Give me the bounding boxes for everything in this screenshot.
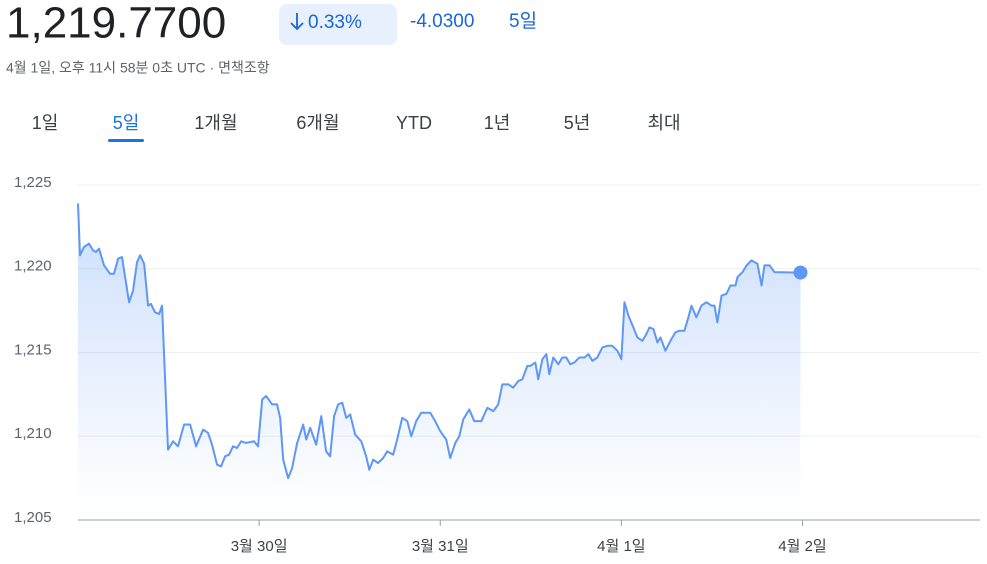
x-tick-label: 4월 1일 bbox=[597, 538, 645, 555]
range-tab[interactable]: 5일 bbox=[113, 113, 140, 133]
change-absolute: -4.0300 bbox=[410, 11, 474, 32]
y-tick-label: 1,225 bbox=[14, 174, 52, 191]
change-period: 5일 bbox=[509, 10, 537, 32]
down-arrow bbox=[290, 13, 304, 31]
x-tick-label: 4월 2일 bbox=[778, 538, 826, 555]
price-line bbox=[77, 203, 801, 480]
y-tick-label: 1,210 bbox=[14, 425, 52, 442]
range-tabs: 1일 5일 1개월 6개월 YTD 1년 5년 최대 bbox=[32, 113, 681, 142]
change-pill bbox=[279, 4, 397, 45]
range-tab[interactable]: YTD bbox=[396, 113, 432, 133]
chart: 1,205 1,210 1,215 1,220 1,225 3월 30일 3월 31일 4월 … bbox=[14, 174, 980, 555]
x-tick-label: 3월 30일 bbox=[231, 538, 288, 555]
timestamp: 4월 1일, 오후 11시 58분 0초 UTC · 면책조항 bbox=[6, 60, 270, 76]
range-tab[interactable]: 1개월 bbox=[194, 113, 237, 133]
x-tick-label: 3월 31일 bbox=[412, 538, 469, 555]
last-point bbox=[793, 265, 808, 280]
range-tab[interactable]: 1일 bbox=[32, 113, 59, 133]
price: 1,219.7700 bbox=[6, 0, 226, 48]
y-tick-label: 1,205 bbox=[14, 509, 52, 526]
range-tab[interactable]: 5년 bbox=[564, 113, 591, 133]
y-tick-label: 1,220 bbox=[14, 258, 52, 275]
tab-underline bbox=[108, 139, 144, 142]
change-percent: 0.33% bbox=[308, 12, 362, 33]
range-tab[interactable]: 1년 bbox=[484, 113, 511, 133]
range-tab[interactable]: 최대 bbox=[647, 113, 680, 133]
y-tick-label: 1,215 bbox=[14, 341, 52, 358]
range-tab[interactable]: 6개월 bbox=[296, 113, 339, 133]
area-fill bbox=[78, 203, 801, 521]
